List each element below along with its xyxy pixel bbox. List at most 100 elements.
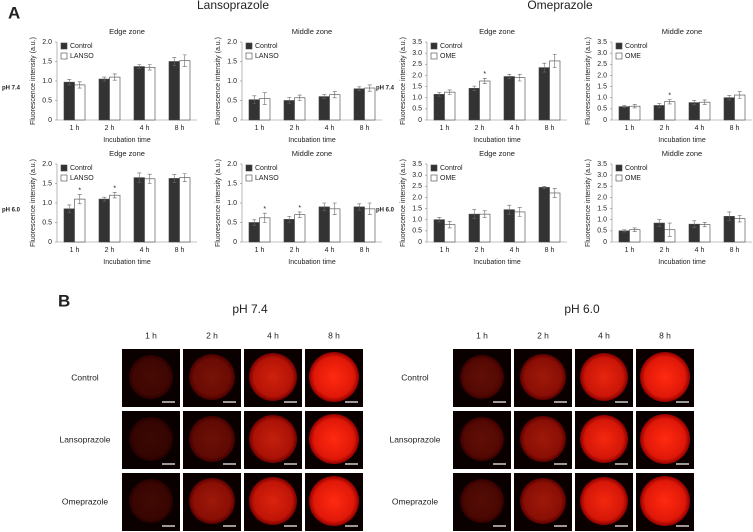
y-axis-label: Fluorescence intensity (a.u.) (30, 37, 37, 125)
error-bar (667, 222, 672, 237)
legend-label: Control (625, 165, 648, 172)
x-axis-label: Incubation time (103, 259, 151, 266)
cell (129, 355, 173, 399)
row-label: Lansoprazole (59, 434, 110, 444)
y-tick-label: 1.5 (227, 180, 237, 187)
error-bar (507, 204, 512, 215)
bar (664, 101, 676, 121)
bar (144, 178, 156, 243)
x-tick-label: 2 h (290, 125, 300, 132)
chart-title: Edge zone (479, 27, 515, 36)
y-tick-label: 0.5 (42, 97, 52, 104)
legend-label: OME (625, 175, 641, 182)
error-bar (102, 196, 107, 202)
legend-swatch (430, 164, 438, 172)
error-bar (632, 104, 637, 109)
y-tick-label: 0.5 (227, 97, 237, 104)
x-tick-label: 2 h (475, 125, 485, 132)
legend-swatch (430, 42, 438, 50)
y-tick-label: 2.0 (227, 161, 237, 168)
legend-swatch (615, 164, 623, 172)
bar (433, 94, 445, 121)
x-tick-label: 2 h (105, 247, 115, 254)
x-tick-label: 4 h (695, 247, 705, 254)
panel-label: B (58, 291, 70, 310)
x-tick-label: 1 h (625, 247, 635, 254)
x-tick-label: 1 h (70, 247, 80, 254)
significance-marker: * (668, 92, 671, 99)
chart-title: Edge zone (109, 27, 145, 36)
bar (168, 61, 180, 121)
x-tick-label: 1 h (70, 125, 80, 132)
bar (549, 192, 561, 243)
bar (133, 177, 145, 243)
legend-label: OME (440, 53, 456, 60)
error-bar (482, 210, 487, 218)
x-axis-label: Incubation time (473, 137, 521, 144)
y-axis-label: Fluorescence intensity (a.u.) (400, 159, 407, 247)
error-bar (262, 92, 267, 105)
row-label: pH 6.0 (376, 208, 395, 214)
y-tick-label: 0 (233, 239, 237, 246)
row-label: Omeprazole (62, 496, 109, 506)
bar (734, 94, 746, 121)
error-bar (357, 86, 362, 92)
bar (109, 194, 121, 243)
y-axis-label: Fluorescence intensity (a.u.) (585, 159, 592, 247)
x-tick-label: 1 h (255, 125, 265, 132)
bar (74, 198, 86, 243)
y-tick-label: 3.5 (597, 39, 607, 46)
legend-swatch (615, 174, 623, 182)
legend-label: LANSO (255, 175, 279, 182)
error-bar (112, 73, 117, 81)
cell (640, 476, 690, 526)
x-tick-label: 4 h (325, 247, 335, 254)
error-bar (332, 202, 337, 215)
error-bar (542, 62, 547, 73)
error-bar (737, 91, 742, 99)
y-tick-label: 3.5 (597, 161, 607, 168)
y-tick-label: 1.0 (227, 200, 237, 207)
error-bar (482, 78, 487, 84)
y-tick-label: 0.5 (412, 228, 422, 235)
x-tick-label: 4 h (510, 125, 520, 132)
cell (580, 415, 628, 463)
cell (580, 353, 628, 401)
row-label: pH 6.0 (2, 208, 21, 214)
y-tick-label: 2.0 (42, 161, 52, 168)
error-bar (147, 64, 152, 71)
y-tick-label: 1.5 (412, 205, 422, 212)
error-bar (77, 194, 82, 205)
bar (688, 102, 700, 121)
cell (249, 415, 297, 463)
error-bar (657, 219, 662, 227)
error-bar (367, 84, 372, 92)
legend-label: Control (440, 165, 463, 172)
y-tick-label: 1.5 (597, 205, 607, 212)
y-axis-label: Fluorescence intensity (a.u.) (215, 159, 222, 247)
bar (444, 91, 456, 121)
legend-swatch (60, 52, 68, 60)
cell (309, 476, 359, 526)
bar (479, 80, 491, 121)
error-bar (692, 220, 697, 228)
significance-marker: * (483, 71, 486, 78)
bar (179, 60, 191, 121)
y-tick-label: 1.5 (42, 180, 52, 187)
bar (98, 198, 110, 243)
error-bar (287, 215, 292, 223)
chart-title: Edge zone (479, 149, 515, 158)
cell (460, 479, 504, 523)
error-bar (252, 95, 257, 104)
y-tick-label: 2.0 (412, 72, 422, 79)
y-tick-label: 3.0 (412, 172, 422, 179)
y-tick-label: 0 (418, 239, 422, 246)
bar (318, 96, 330, 121)
row-label: Control (71, 372, 99, 382)
legend-label: OME (440, 175, 456, 182)
legend-label: Control (70, 43, 93, 50)
y-tick-label: 3.0 (597, 50, 607, 57)
error-bar (632, 227, 637, 232)
error-bar (702, 222, 707, 228)
y-tick-label: 3.0 (597, 172, 607, 179)
